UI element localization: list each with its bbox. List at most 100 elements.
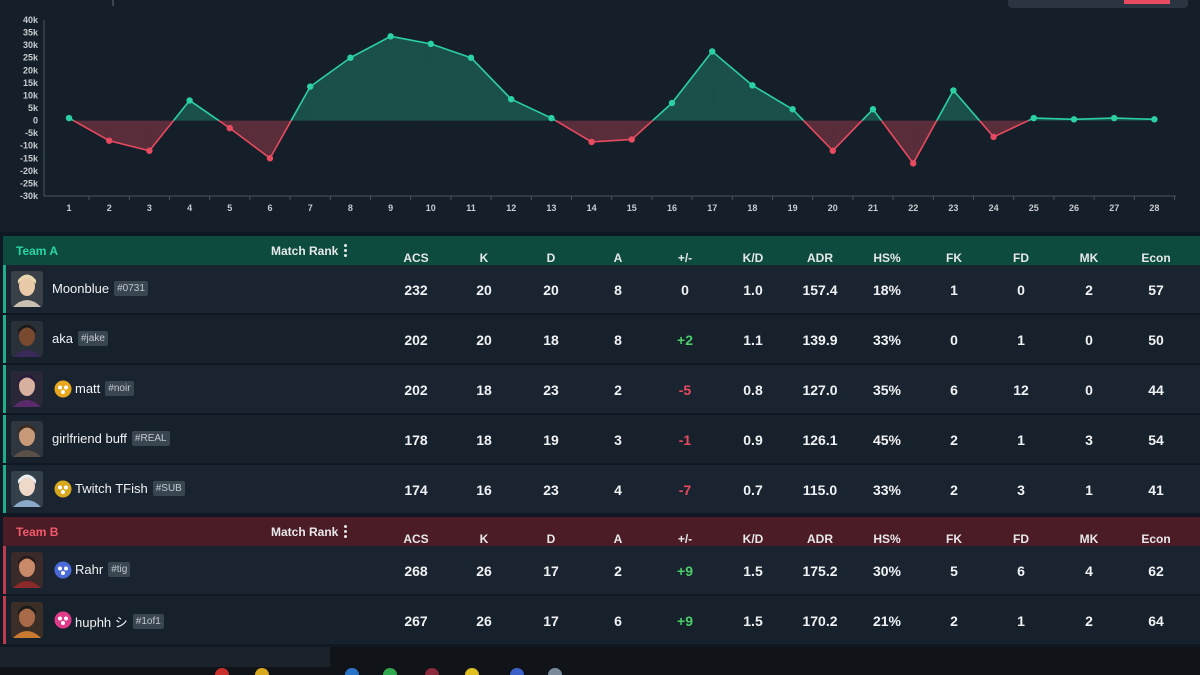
taskbar-app-icon[interactable] (465, 668, 479, 675)
series-line (952, 89, 981, 122)
data-point[interactable] (869, 106, 877, 113)
x-tick-label: 12 (506, 203, 516, 213)
team-color-bar (3, 465, 6, 513)
data-point[interactable] (307, 83, 314, 90)
data-point[interactable] (1070, 116, 1078, 123)
kebab-menu-icon[interactable] (344, 525, 348, 538)
player-row[interactable]: huphh シ #1of1 267 26 17 6 +9 1.5 170.2 21% 2 1 2 64 (3, 596, 1200, 645)
column-header[interactable]: D (546, 531, 556, 546)
player-name-group[interactable]: aka #jake (52, 331, 108, 346)
column-header[interactable]: Econ (1141, 250, 1171, 265)
data-point[interactable] (427, 40, 434, 48)
data-point[interactable] (628, 136, 635, 143)
column-header[interactable]: MK (1079, 531, 1099, 546)
column-header[interactable]: FD (1013, 531, 1029, 546)
stat-d-cell: 18 (543, 332, 559, 348)
taskbar-app-icon[interactable] (383, 668, 397, 675)
column-header[interactable]: K (479, 531, 489, 546)
data-point[interactable] (789, 106, 796, 113)
data-point[interactable] (668, 99, 676, 107)
stat-d-cell: 17 (543, 613, 559, 629)
data-point[interactable] (910, 160, 917, 167)
stat-econ-cell: 64 (1148, 613, 1164, 629)
player-name-group[interactable]: matt #noir (75, 381, 134, 396)
column-header[interactable]: K/D (742, 531, 764, 546)
data-point[interactable] (829, 147, 836, 154)
player-row[interactable]: girlfriend buff #REAL 178 18 19 3 -1 0.9 126.1 45… (3, 415, 1200, 464)
player-name[interactable]: aka (52, 331, 73, 346)
player-row[interactable]: Rahr #tig 268 26 17 2 +9 1.5 175.2 30% 5 6 4 62 (3, 546, 1200, 595)
player-name[interactable]: matt (75, 381, 101, 396)
player-row[interactable]: Twitch TFish #SUB 174 16 23 4 -7 0.7 115.0 33% 2 3 1… (3, 465, 1200, 514)
data-point[interactable] (186, 97, 193, 104)
player-name[interactable]: girlfriend buff (52, 431, 127, 446)
data-point[interactable] (548, 114, 555, 122)
data-point[interactable] (950, 87, 957, 94)
data-point[interactable] (347, 54, 354, 61)
data-point[interactable] (1111, 114, 1118, 122)
column-header[interactable]: K/D (742, 250, 764, 265)
data-point[interactable] (387, 33, 394, 40)
taskbar-app-icon[interactable] (255, 668, 269, 675)
stat-k-cell: 18 (476, 382, 492, 398)
stat--cell: 0 (681, 282, 689, 298)
column-header[interactable]: FK (946, 531, 962, 546)
data-point[interactable] (226, 124, 233, 132)
column-header[interactable]: ACS (403, 531, 429, 546)
player-name[interactable]: huphh シ (75, 615, 128, 630)
data-point[interactable] (749, 82, 756, 89)
data-point[interactable] (266, 155, 274, 162)
x-tick-label: 27 (1109, 203, 1119, 213)
kebab-menu-icon[interactable] (344, 244, 348, 257)
data-point[interactable] (146, 147, 153, 154)
column-header[interactable]: HS% (873, 531, 901, 546)
top-control[interactable] (1008, 0, 1188, 8)
data-point[interactable] (990, 133, 997, 141)
taskbar-app-icon[interactable] (215, 668, 229, 675)
data-point[interactable] (1151, 116, 1158, 123)
player-name-group[interactable]: girlfriend buff #REAL (52, 431, 170, 446)
column-header[interactable]: K (479, 250, 489, 265)
column-header[interactable]: +/- (677, 250, 693, 265)
player-row[interactable]: matt #noir 202 18 23 2 -5 0.8 127.0 35% 6 12 0 44 (3, 365, 1200, 414)
data-point[interactable] (65, 114, 73, 122)
column-header[interactable]: A (613, 531, 623, 546)
player-name-group[interactable]: Moonblue #0731 (52, 281, 148, 296)
column-header[interactable]: ACS (403, 250, 429, 265)
data-point[interactable] (709, 48, 716, 55)
match-rank-header[interactable]: Match Rank (271, 244, 348, 258)
player-name-group[interactable]: Rahr #tig (75, 562, 131, 577)
data-point[interactable] (106, 137, 113, 144)
data-point[interactable] (1030, 114, 1038, 122)
player-name[interactable]: Twitch TFish (75, 481, 148, 496)
data-point[interactable] (467, 54, 475, 61)
player-row[interactable]: Moonblue #0731 232 20 20 8 0 1.0 157.4 18% 1 0 2 57 (3, 265, 1200, 314)
data-point[interactable] (508, 96, 515, 103)
column-header[interactable]: A (613, 250, 623, 265)
stat-acs-cell: 174 (404, 482, 428, 498)
player-row[interactable]: aka #jake 202 20 18 8 +2 1.1 139.9 33% 0 1 0 50 (3, 315, 1200, 364)
taskbar-app-icon[interactable] (510, 668, 524, 675)
data-point[interactable] (588, 138, 595, 146)
column-header[interactable]: FD (1013, 250, 1029, 265)
match-rank-header[interactable]: Match Rank (271, 525, 348, 539)
top-control-accent[interactable] (1124, 0, 1170, 4)
x-tick-label: 15 (627, 203, 637, 213)
column-header[interactable]: ADR (807, 531, 833, 546)
column-header[interactable]: MK (1079, 250, 1099, 265)
player-name-group[interactable]: Twitch TFish #SUB (75, 481, 185, 496)
taskbar-app-icon[interactable] (425, 668, 439, 675)
player-tag: #tig (108, 562, 131, 577)
player-name-group[interactable]: huphh シ #1of1 (75, 612, 164, 631)
column-header[interactable]: D (546, 250, 556, 265)
taskbar-app-icon[interactable] (548, 668, 562, 675)
player-name[interactable]: Moonblue (52, 281, 110, 296)
player-name[interactable]: Rahr (75, 562, 104, 577)
stat-econ-cell: 41 (1148, 482, 1164, 498)
column-header[interactable]: Econ (1141, 531, 1171, 546)
column-header[interactable]: FK (946, 250, 962, 265)
column-header[interactable]: +/- (677, 531, 693, 546)
taskbar-app-icon[interactable] (345, 668, 359, 675)
column-header[interactable]: ADR (807, 250, 833, 265)
column-header[interactable]: HS% (873, 250, 901, 265)
